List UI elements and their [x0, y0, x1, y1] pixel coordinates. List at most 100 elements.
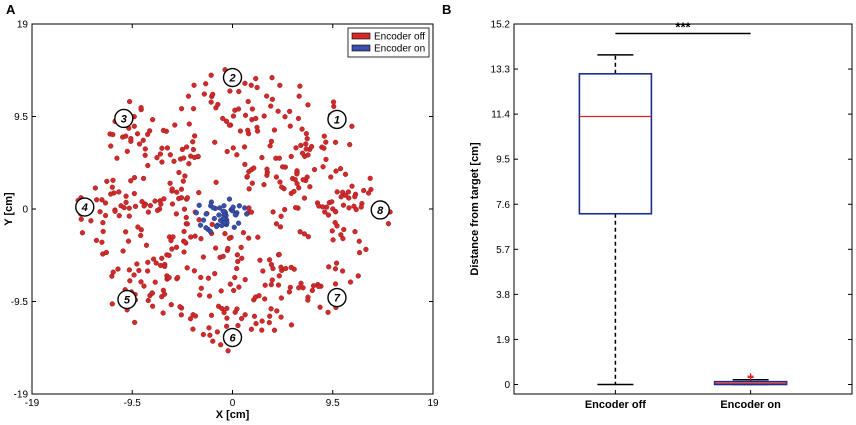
- encoder-off-point: [309, 287, 315, 294]
- encoder-off-point: [235, 106, 242, 112]
- encoder-off-point: [332, 139, 339, 145]
- encoder-off-point: [224, 148, 230, 155]
- encoder-off-point: [186, 121, 192, 127]
- encoder-off-point: [332, 219, 338, 226]
- encoder-off-point: [349, 183, 355, 189]
- target-marker: [114, 108, 134, 129]
- encoder-off-point: [288, 153, 294, 160]
- encoder-off-point: [269, 75, 275, 81]
- encoder-off-point: [244, 173, 250, 180]
- encoder-off-point: [88, 218, 94, 224]
- encoder-off-point: [325, 309, 331, 315]
- encoder-off-point: [131, 175, 138, 181]
- encoder-off-point: [190, 106, 197, 112]
- encoder-off-point: [230, 145, 236, 151]
- encoder-off-point: [332, 281, 339, 287]
- encoder-off-point: [187, 316, 194, 322]
- encoder-off-point: [213, 179, 219, 185]
- encoder-off-point: [160, 310, 166, 316]
- encoder-off-point: [267, 313, 273, 319]
- encoder-off-point: [196, 217, 202, 223]
- encoder-off-point: [218, 342, 224, 348]
- significance-bar: ***: [615, 19, 751, 34]
- encoder-off-point: [300, 285, 306, 291]
- encoder-off-point: [114, 155, 120, 161]
- encoder-on-point: [221, 203, 227, 209]
- encoder-off-point: [303, 146, 309, 152]
- encoder-off-point: [356, 238, 362, 244]
- encoder-on-point: [197, 222, 204, 228]
- encoder-off-point: [167, 180, 173, 186]
- encoder-off-point: [191, 268, 197, 274]
- encoder-on-point: [196, 202, 202, 208]
- encoder-off-point: [203, 81, 209, 87]
- encoder-off-point: [309, 143, 315, 150]
- encoder-off-point: [93, 237, 100, 244]
- encoder-off-point: [253, 320, 259, 327]
- encoder-off-point: [210, 338, 216, 344]
- target-label: 1: [334, 114, 340, 126]
- encoder-off-point: [230, 113, 237, 119]
- encoder-off-point: [116, 213, 122, 219]
- encoder-on-point: [203, 225, 209, 231]
- boxplot-y-label: Distance from target [cm]: [469, 142, 481, 276]
- encoder-off-point: [123, 199, 129, 206]
- encoder-off-point: [181, 206, 188, 212]
- encoder-on-point: [217, 205, 223, 211]
- y-tick-label: 13.3: [491, 65, 511, 76]
- encoder-off-point: [152, 279, 158, 285]
- encoder-off-point: [145, 268, 151, 274]
- encoder-off-point: [234, 265, 240, 272]
- encoder-off-point: [282, 114, 288, 120]
- encoder-off-point: [153, 260, 159, 266]
- encoder-off-point: [294, 171, 300, 177]
- encoder-off-point: [145, 162, 151, 169]
- encoder-off-point: [222, 231, 228, 237]
- encoder-off-point: [123, 229, 129, 235]
- y-tick-label: 0: [504, 380, 510, 391]
- encoder-off-point: [277, 179, 283, 185]
- encoder-off-point: [305, 102, 311, 108]
- encoder-off-point: [100, 228, 106, 235]
- y-tick-label: 19: [17, 20, 29, 31]
- encoder-off-point: [109, 184, 115, 190]
- encoder-off-point: [207, 332, 213, 338]
- encoder-off-point: [142, 146, 148, 152]
- boxplot-axes-frame: [513, 23, 853, 395]
- encoder-off-point: [347, 279, 354, 285]
- encoder-off-point: [190, 326, 196, 332]
- encoder-off-point: [182, 173, 188, 179]
- encoder-off-point: [138, 227, 144, 233]
- encoder-off-point: [235, 258, 241, 265]
- encoder-off-point: [180, 178, 186, 184]
- encoder-off-point: [171, 158, 177, 164]
- encoder-off-point: [161, 196, 167, 202]
- encoder-off-point: [264, 93, 270, 99]
- encoder-off-point: [262, 282, 268, 288]
- encoder-on-point: [226, 196, 233, 202]
- encoder-off-point: [126, 213, 132, 219]
- encoder-off-point: [78, 216, 84, 222]
- encoder-off-point: [300, 177, 306, 183]
- encoder-off-point: [282, 206, 288, 213]
- encoder-off-point: [305, 297, 311, 303]
- encoder-off-point: [108, 191, 114, 197]
- encoder-off-point: [259, 327, 265, 333]
- encoder-off-point: [184, 265, 190, 271]
- encoder-off-point: [145, 209, 151, 215]
- target-marker: [117, 289, 137, 310]
- y-tick-label: 0: [22, 205, 28, 216]
- target-label: 8: [377, 205, 384, 217]
- encoder-off-point: [212, 271, 218, 277]
- encoder-off-point: [167, 152, 173, 158]
- encoder-off-point: [147, 128, 153, 134]
- encoder-on-point: [230, 204, 236, 210]
- encoder-off-point: [200, 254, 206, 260]
- encoder-off-point: [139, 199, 145, 205]
- panel-a-letter: A: [6, 2, 16, 17]
- encoder-off-point: [288, 264, 294, 270]
- encoder-off-point: [154, 155, 160, 161]
- encoder-off-point: [110, 177, 116, 183]
- encoder-off-point: [158, 201, 164, 207]
- encoder-off-point: [287, 284, 293, 290]
